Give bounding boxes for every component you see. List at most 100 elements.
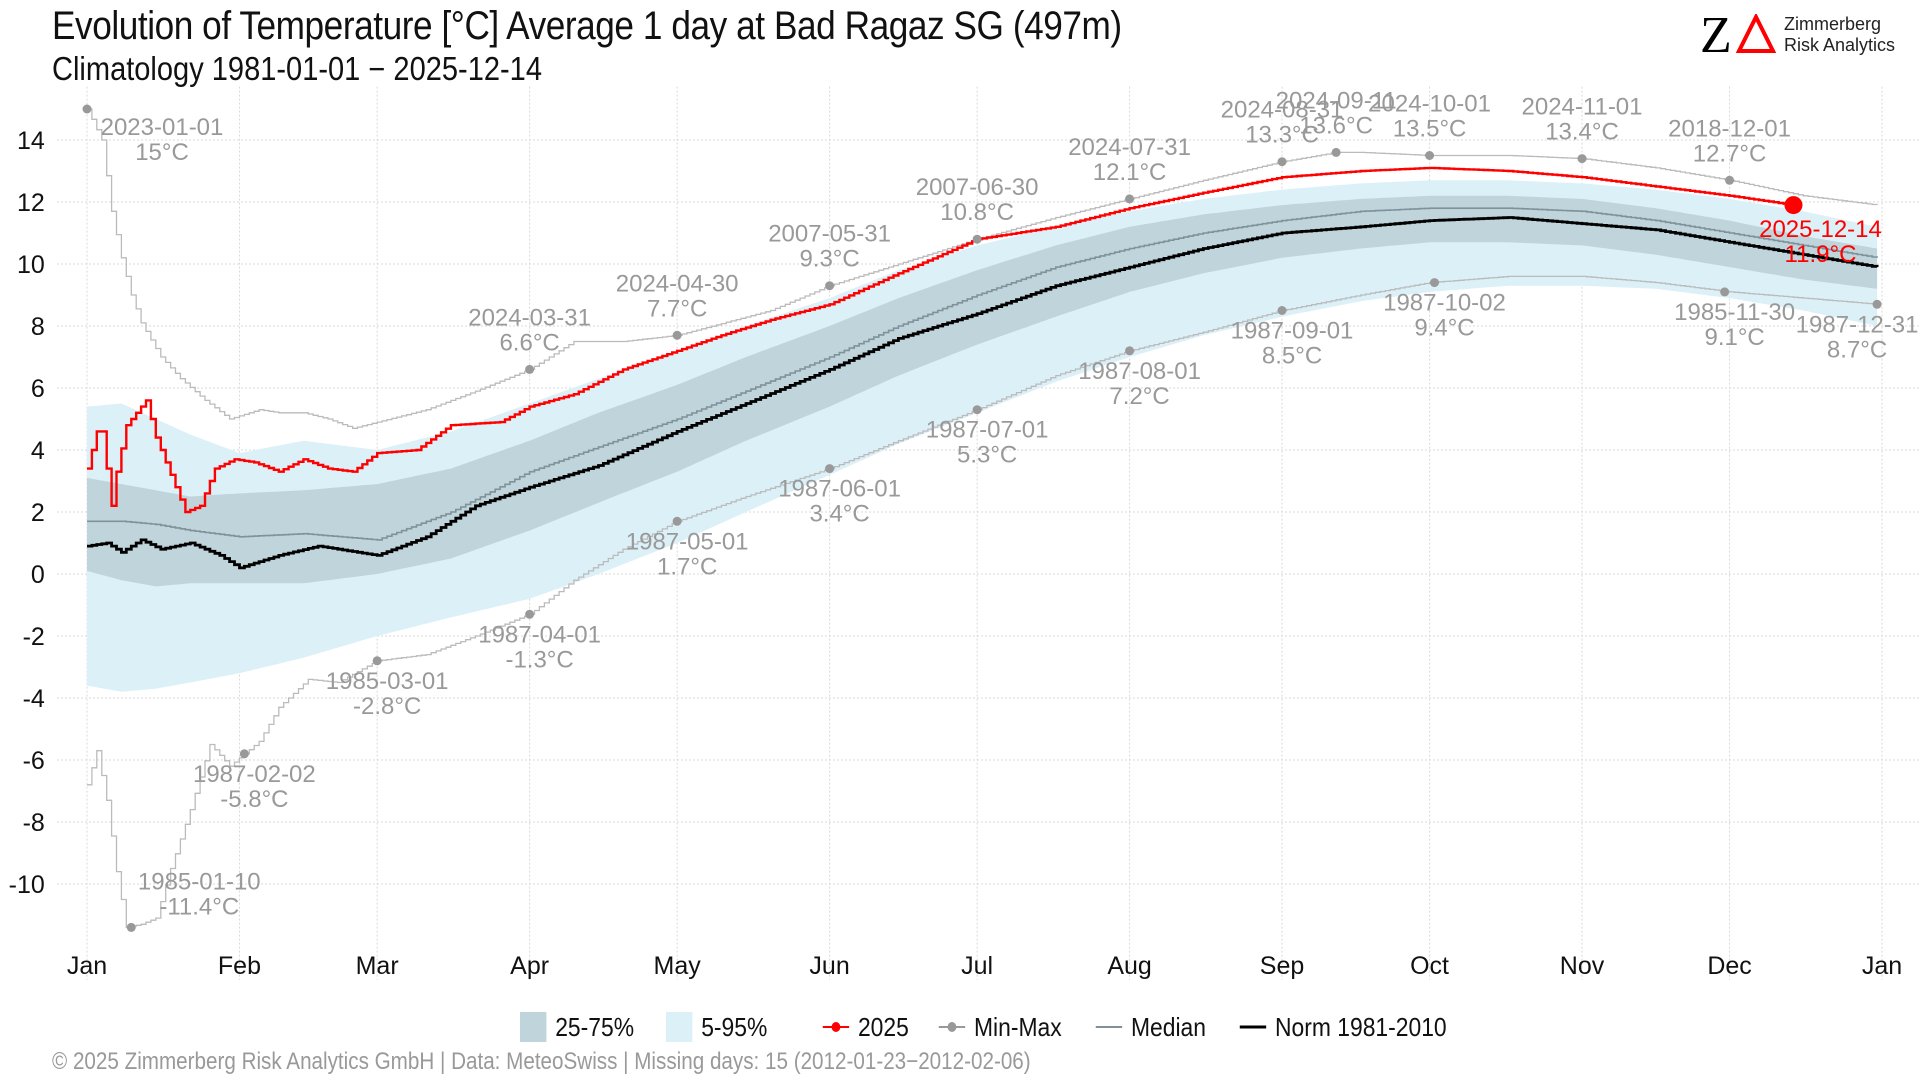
annotation-value-label: 13.5°C [1393, 116, 1467, 143]
y-tick-label: 0 [31, 561, 45, 589]
y-tick-label: -6 [23, 747, 45, 775]
footer-copyright: © 2025 Zimmerberg Risk Analytics GmbH | … [52, 1048, 1031, 1075]
x-tick-label: Sep [1260, 952, 1304, 980]
legend-label: 5-95% [700, 1011, 767, 1042]
annotation-value-label: 9.1°C [1704, 324, 1764, 351]
max-record-point [825, 281, 835, 291]
x-tick-label: Aug [1107, 952, 1151, 980]
y-axis: -10 -8 -6 -4 -2 0 2 4 6 8 10 12 14 [9, 127, 45, 899]
legend-line-icon [1239, 1025, 1266, 1029]
legend-item-norm: Norm 1981-2010 [1238, 1011, 1447, 1043]
y-tick-label: 8 [31, 313, 45, 341]
annotation-value-label: 7.7°C [647, 295, 707, 322]
x-tick-label: Oct [1410, 952, 1449, 980]
max-record-point [1277, 157, 1287, 167]
chart-title: Evolution of Temperature [°C] Average 1 … [52, 4, 1122, 48]
legend-label: Norm 1981-2010 [1274, 1011, 1447, 1042]
min-record-point [972, 405, 982, 415]
y-tick-label: -4 [23, 685, 45, 713]
annotation-value-label: -2.8°C [353, 693, 421, 720]
current-value-point [1784, 196, 1803, 215]
annotation-value-label: 10.8°C [940, 199, 1014, 226]
min-record-point [126, 922, 136, 932]
min-record-point [525, 609, 535, 619]
annotation-value-label: -5.8°C [220, 786, 288, 813]
max-record-point [525, 364, 535, 374]
annotation-date-label: 2024-09-11 [1276, 87, 1397, 114]
min-record-point [672, 516, 682, 526]
temperature-chart: 2023-01-0115°C2024-03-316.6°C2024-04-307… [9, 86, 1920, 980]
annotation-date-label: 1987-10-02 [1383, 290, 1506, 317]
current-date-label: 2025-12-14 [1759, 216, 1882, 243]
annotation-date-label: 2023-01-01 [101, 114, 224, 141]
series-line-2025 [87, 166, 1795, 514]
y-tick-label: -10 [9, 871, 45, 899]
legend-item-25-75: 25-75% [520, 1012, 634, 1043]
annotation-value-label: 5.3°C [957, 442, 1017, 469]
max-record-point [1125, 194, 1135, 204]
x-axis: Jan Feb Mar Apr May Jun Jul Aug Sep Oct Nov Dec Jan [67, 952, 1902, 980]
annotation-date-label: 1987-08-01 [1078, 358, 1201, 385]
annotation-date-label: 2024-08-31 [1221, 97, 1344, 124]
min-record-point [1277, 306, 1287, 315]
legend-label: Min-Max [973, 1011, 1062, 1042]
x-tick-label: Mar [356, 952, 399, 980]
max-record-point [82, 104, 92, 114]
y-tick-label: 12 [17, 189, 45, 217]
series-line-median [87, 207, 1878, 541]
annotation-date-label: 1987-07-01 [926, 417, 1049, 444]
logo-line2: Risk Analytics [1784, 35, 1896, 55]
band-25-75pct [87, 195, 1878, 587]
min-record-point [825, 464, 835, 474]
legend-swatch-5-95 [665, 1012, 693, 1042]
annotation-points [82, 104, 1882, 932]
annotation-value-label: 7.2°C [1109, 383, 1169, 410]
y-tick-label: 6 [31, 375, 45, 403]
annotation-value-label: 9.4°C [1414, 315, 1474, 342]
annotation-value-label: 12.1°C [1093, 159, 1167, 186]
legend-point-line-icon [822, 1022, 849, 1032]
annotation-date-label: 1987-02-02 [193, 761, 316, 788]
y-tick-label: 2 [31, 499, 45, 527]
annotation-value-label: 8.7°C [1827, 336, 1887, 363]
annotation-date-label: 1985-11-30 [1674, 299, 1795, 326]
max-record-point [972, 234, 982, 244]
legend-item-2025: 2025 [821, 1012, 909, 1043]
y-tick-label: -8 [23, 809, 45, 837]
min-record-point [1429, 278, 1439, 288]
legend-item-minmax: Min-Max [937, 1011, 1062, 1043]
annotation-date-label: 1987-09-01 [1231, 318, 1354, 345]
x-tick-label: Jun [809, 952, 849, 980]
legend-label: 2025 [857, 1011, 909, 1042]
annotation-value-label: 1.7°C [657, 553, 717, 580]
x-tick-label: Dec [1707, 952, 1751, 980]
bands [87, 180, 1878, 692]
min-record-point [239, 749, 249, 759]
chart-subtitle: Climatology 1981-01-01 − 2025-12-14 [52, 50, 542, 87]
annotation-value-label: 8.5°C [1262, 343, 1322, 370]
x-tick-label: Apr [510, 952, 549, 980]
legend-point-line-icon [938, 1022, 965, 1032]
annotation-value-label: -1.3°C [505, 646, 573, 673]
company-logo: Z Zimmerberg Risk Analytics [1700, 7, 1910, 64]
x-tick-label: Feb [218, 952, 261, 980]
annotation-date-label: 1987-05-01 [626, 528, 749, 555]
annotation-date-label: 1987-12-31 [1796, 311, 1919, 338]
legend-item-median: Median [1094, 1012, 1206, 1043]
annotation-value-label: 15°C [135, 139, 189, 166]
y-tick-label: -2 [23, 623, 45, 651]
annotation-date-label: 2018-12-01 [1668, 115, 1791, 142]
logo-line1: Zimmerberg [1784, 14, 1882, 34]
max-record-point [1577, 154, 1587, 164]
series-lines [87, 108, 1879, 929]
x-tick-label: Jul [961, 952, 993, 980]
min-record-point [1872, 299, 1882, 309]
annotation-date-label: 2024-11-01 [1522, 94, 1643, 121]
logo-triangle-icon [1736, 14, 1776, 53]
annotation-date-label: 1987-04-01 [478, 621, 601, 648]
annotation-date-label: 2007-06-30 [916, 174, 1039, 201]
annotation-value-label: -11.4°C [159, 893, 239, 920]
annotation-date-label: 1985-01-10 [138, 868, 261, 895]
band-5-95pct [87, 180, 1878, 692]
max-record-point [1331, 147, 1341, 157]
